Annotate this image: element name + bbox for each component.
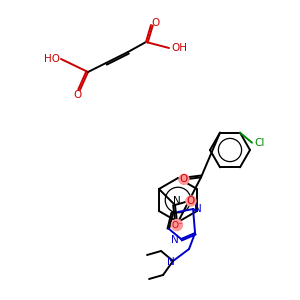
Text: HO: HO [44, 54, 60, 64]
Circle shape [186, 196, 196, 206]
Text: O⁻: O⁻ [171, 220, 183, 230]
Text: N: N [173, 196, 181, 206]
Text: O: O [180, 174, 188, 184]
Text: N: N [194, 204, 202, 214]
Circle shape [171, 220, 182, 230]
Circle shape [179, 174, 189, 184]
Text: N: N [167, 257, 175, 267]
Text: N: N [171, 235, 179, 245]
Text: O: O [74, 90, 82, 100]
Text: O: O [152, 18, 160, 28]
Text: O: O [187, 196, 195, 206]
Text: OH: OH [171, 43, 187, 53]
Text: Cl: Cl [255, 138, 265, 148]
